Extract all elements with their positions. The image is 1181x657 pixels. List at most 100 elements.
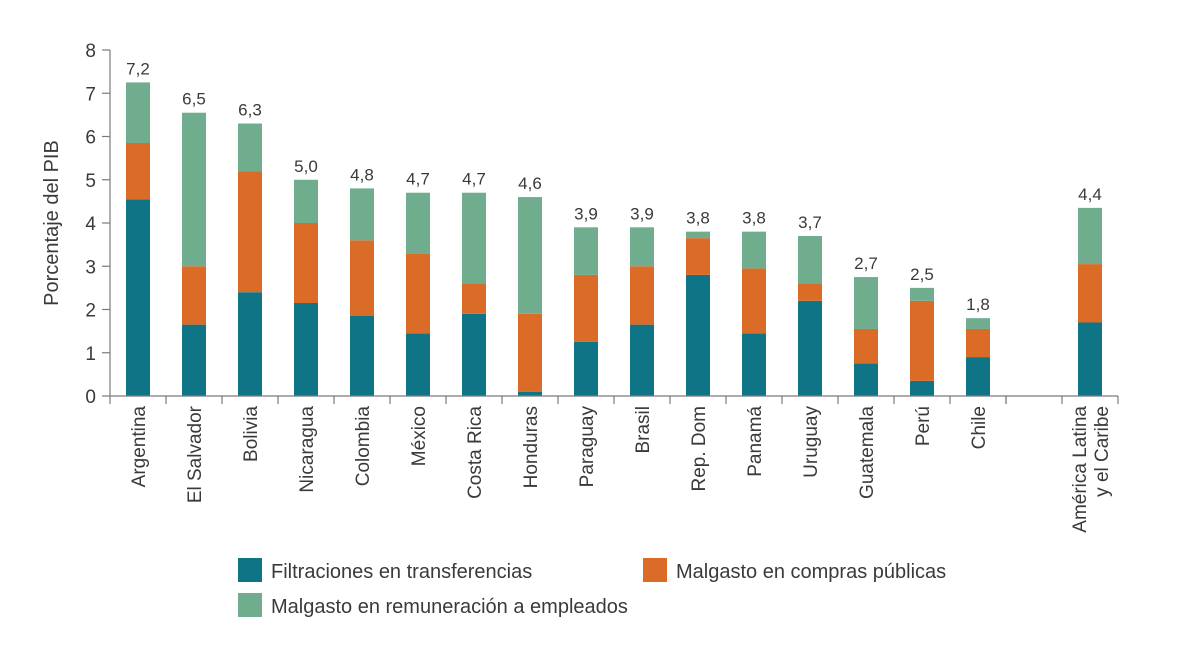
bar-segment-malgasto-en-compras-publicas xyxy=(350,240,374,316)
bar-total-label: 3,8 xyxy=(742,209,766,228)
x-category-label: Costa Rica xyxy=(465,406,486,499)
bar-total-label: 4,8 xyxy=(350,165,374,184)
bar-segment-filtraciones-en-transferencias xyxy=(350,315,374,396)
bar-total-label: 6,3 xyxy=(238,101,262,120)
bar-segment-filtraciones-en-transferencias xyxy=(574,341,598,396)
bar-segment-malgasto-en-remuneracion-a-empleados xyxy=(294,179,318,223)
x-category-label: Paraguay xyxy=(577,406,598,488)
x-category-label: y el Caribe xyxy=(1092,406,1113,497)
y-tick-label: 3 xyxy=(85,257,96,278)
legend-swatch xyxy=(643,558,667,582)
bar-segment-filtraciones-en-transferencias xyxy=(518,391,542,396)
y-tick-label: 6 xyxy=(85,128,96,149)
bar-total-label: 2,5 xyxy=(910,265,934,284)
bar-total-label: 6,5 xyxy=(182,90,206,109)
bar-segment-malgasto-en-compras-publicas xyxy=(686,238,710,275)
bar-segment-filtraciones-en-transferencias xyxy=(910,380,934,396)
x-category-label: Chile xyxy=(969,406,990,449)
bar-segment-malgasto-en-compras-publicas xyxy=(574,274,598,342)
bar-segment-malgasto-en-remuneracion-a-empleados xyxy=(406,192,430,254)
bar-segment-malgasto-en-compras-publicas xyxy=(910,300,934,381)
y-tick-label: 0 xyxy=(85,387,96,408)
bar-segment-malgasto-en-remuneracion-a-empleados xyxy=(574,227,598,275)
bar-segment-filtraciones-en-transferencias xyxy=(182,324,206,396)
bar-segment-malgasto-en-compras-publicas xyxy=(126,142,150,200)
bar-total-label: 3,9 xyxy=(574,204,598,223)
bar-segment-malgasto-en-remuneracion-a-empleados xyxy=(462,192,486,284)
x-category-label: Panamá xyxy=(745,406,766,477)
bar-segment-filtraciones-en-transferencias xyxy=(686,274,710,396)
bar-total-label: 3,8 xyxy=(686,209,710,228)
y-axis-label: Porcentaje del PIB xyxy=(41,140,63,306)
bar-segment-malgasto-en-compras-publicas xyxy=(182,266,206,325)
bar-segment-malgasto-en-remuneracion-a-empleados xyxy=(1078,207,1102,265)
y-tick-label: 2 xyxy=(85,301,96,322)
x-category-label: Bolivia xyxy=(241,406,262,462)
bar-segment-malgasto-en-compras-publicas xyxy=(742,268,766,334)
bar-segment-filtraciones-en-transferencias xyxy=(238,292,262,396)
y-tick-label: 1 xyxy=(85,344,96,365)
bar-total-label: 4,6 xyxy=(518,174,542,193)
bar-total-label: 4,7 xyxy=(406,170,430,189)
x-category-label: Brasil xyxy=(633,406,654,454)
bar-segment-malgasto-en-remuneracion-a-empleados xyxy=(350,188,374,241)
bar-total-label: 5,0 xyxy=(294,157,318,176)
x-category-label: El Salvador xyxy=(185,405,206,503)
legend: Filtraciones en transferencias Malgasto e… xyxy=(238,558,946,618)
bar-segment-filtraciones-en-transferencias xyxy=(742,333,766,396)
legend-label: Filtraciones en transferencias xyxy=(271,561,532,583)
bar-segment-malgasto-en-compras-publicas xyxy=(462,283,486,314)
x-category-label: Argentina xyxy=(129,406,150,488)
y-tick-label: 7 xyxy=(85,84,96,105)
legend-swatch xyxy=(238,558,262,582)
bar-total-label: 7,2 xyxy=(126,59,150,78)
bar-total-label: 4,4 xyxy=(1078,185,1102,204)
bar-segment-filtraciones-en-transferencias xyxy=(294,303,318,396)
y-tick-label: 8 xyxy=(85,41,96,62)
x-category-label: América Latina xyxy=(1070,406,1091,533)
bar-segment-filtraciones-en-transferencias xyxy=(854,363,878,396)
bar-segment-malgasto-en-remuneracion-a-empleados xyxy=(966,318,990,329)
bar-segment-malgasto-en-remuneracion-a-empleados xyxy=(630,227,654,267)
bar-segment-malgasto-en-remuneracion-a-empleados xyxy=(798,235,822,284)
bar-segment-malgasto-en-remuneracion-a-empleados xyxy=(182,112,206,267)
bar-segment-malgasto-en-remuneracion-a-empleados xyxy=(238,123,262,172)
x-axis: Argentina El Salvador Bolivia Nicaragua Colo… xyxy=(109,395,1119,533)
legend-label: Malgasto en remuneración a empleados xyxy=(271,596,628,618)
bar-segment-filtraciones-en-transferencias xyxy=(462,313,486,396)
bar-segment-malgasto-en-compras-publicas xyxy=(238,171,262,293)
bar-segment-malgasto-en-compras-publicas xyxy=(798,283,822,301)
y-axis: 0 1 2 3 4 5 6 7 8 Porcentaje del PIB xyxy=(41,41,111,408)
bar-total-label: 1,8 xyxy=(966,295,990,314)
bar-segment-malgasto-en-remuneracion-a-empleados xyxy=(910,287,934,301)
bar-segment-malgasto-en-compras-publicas xyxy=(966,328,990,358)
bar-segment-malgasto-en-compras-publicas xyxy=(1078,264,1102,323)
bar-segment-filtraciones-en-transferencias xyxy=(798,300,822,396)
bar-segment-filtraciones-en-transferencias xyxy=(630,324,654,396)
bar-total-label: 3,9 xyxy=(630,204,654,223)
bar-segment-malgasto-en-compras-publicas xyxy=(854,328,878,364)
y-tick-label: 4 xyxy=(85,214,96,235)
x-category-label: México xyxy=(409,406,430,466)
legend-label: Malgasto en compras públicas xyxy=(676,561,946,583)
bars: 7,2 6,5 6,3 5,0 4,8 4,7 4,7 4,6 3,9 3,9 3,8 3,8 3,7 2… xyxy=(126,59,1102,396)
bar-total-label: 4,7 xyxy=(462,170,486,189)
bar-total-label: 2,7 xyxy=(854,254,878,273)
bar-segment-filtraciones-en-transferencias xyxy=(406,333,430,396)
bar-segment-malgasto-en-remuneracion-a-empleados xyxy=(126,82,150,143)
bar-segment-malgasto-en-compras-publicas xyxy=(518,313,542,392)
bar-segment-filtraciones-en-transferencias xyxy=(126,199,150,396)
x-category-label: Nicaragua xyxy=(297,406,318,493)
bar-segment-malgasto-en-remuneracion-a-empleados xyxy=(854,277,878,329)
bar-segment-malgasto-en-compras-publicas xyxy=(406,253,430,334)
x-category-label: Perú xyxy=(913,406,934,446)
x-category-label: Honduras xyxy=(521,406,542,488)
x-category-label: Guatemala xyxy=(857,406,878,499)
legend-swatch xyxy=(238,593,262,617)
bar-segment-malgasto-en-compras-publicas xyxy=(630,266,654,325)
bar-segment-filtraciones-en-transferencias xyxy=(1078,322,1102,396)
bar-segment-malgasto-en-remuneracion-a-empleados xyxy=(518,197,542,314)
bar-segment-malgasto-en-remuneracion-a-empleados xyxy=(742,231,766,269)
x-category-label: Rep. Dom xyxy=(689,406,710,492)
